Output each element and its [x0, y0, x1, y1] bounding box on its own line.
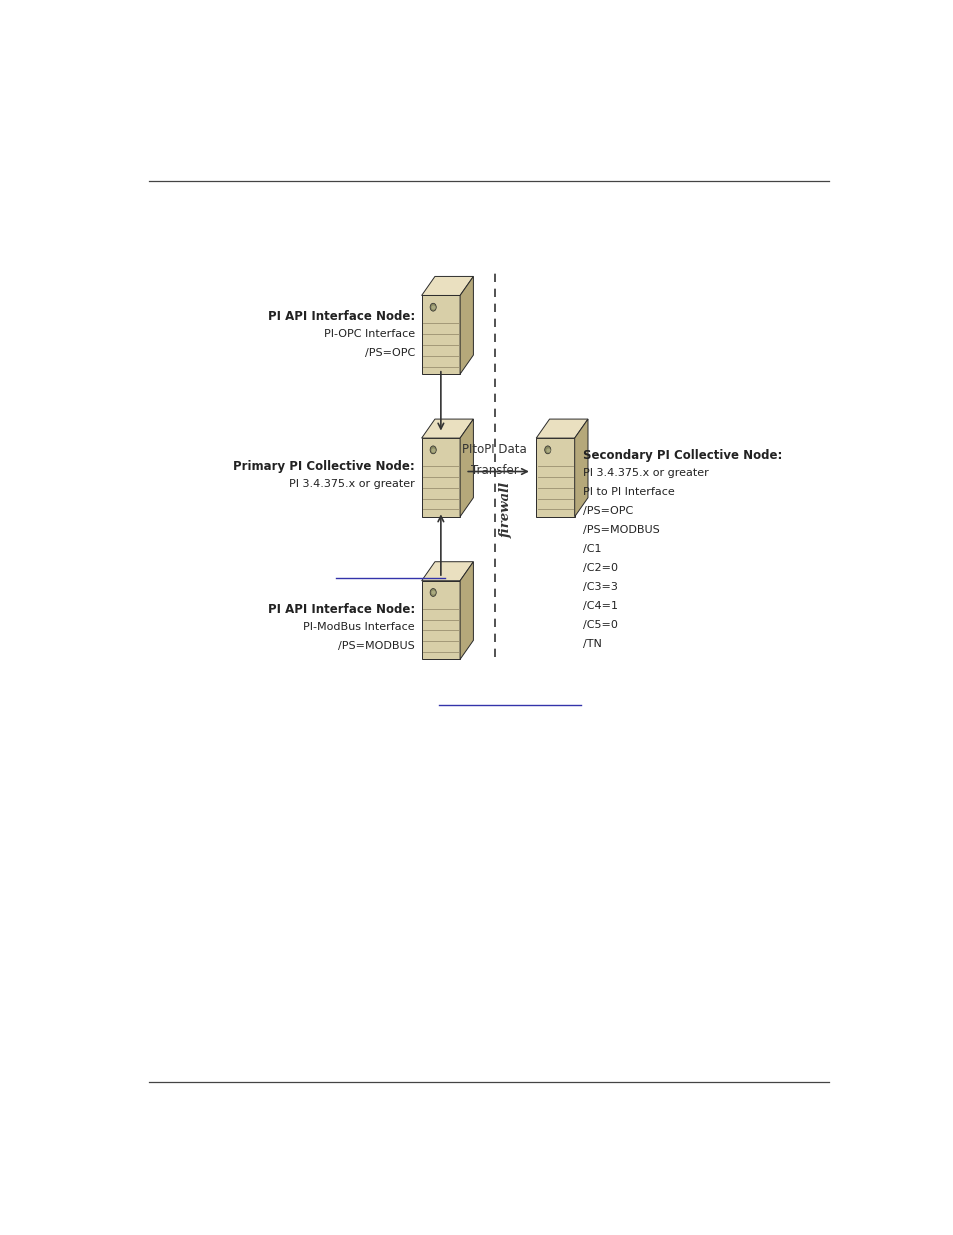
Polygon shape: [459, 277, 473, 374]
Text: PI-OPC Interface: PI-OPC Interface: [323, 329, 415, 338]
Text: Transfer: Transfer: [471, 464, 518, 477]
Circle shape: [544, 446, 550, 453]
Text: PI API Interface Node:: PI API Interface Node:: [268, 310, 415, 322]
Polygon shape: [421, 562, 473, 580]
Text: PI to PI Interface: PI to PI Interface: [582, 487, 674, 496]
Circle shape: [430, 446, 436, 453]
Circle shape: [430, 589, 436, 597]
Polygon shape: [421, 580, 459, 659]
Text: /PS=MODBUS: /PS=MODBUS: [338, 641, 415, 651]
Text: /TN: /TN: [582, 638, 601, 648]
Polygon shape: [574, 419, 587, 516]
Text: /C3=3: /C3=3: [582, 582, 617, 592]
Text: PItoPI Data: PItoPI Data: [462, 443, 527, 456]
Text: firewall: firewall: [499, 482, 513, 537]
Polygon shape: [459, 419, 473, 516]
Circle shape: [430, 304, 436, 311]
Polygon shape: [421, 277, 473, 295]
Text: /C5=0: /C5=0: [582, 620, 617, 630]
Text: Secondary PI Collective Node:: Secondary PI Collective Node:: [582, 448, 781, 462]
Text: /C1: /C1: [582, 543, 600, 553]
Text: PI-ModBus Interface: PI-ModBus Interface: [303, 621, 415, 632]
Polygon shape: [421, 438, 459, 516]
Polygon shape: [421, 419, 473, 438]
Text: /PS=OPC: /PS=OPC: [364, 348, 415, 358]
Text: /PS=MODBUS: /PS=MODBUS: [582, 525, 659, 535]
Polygon shape: [536, 419, 587, 438]
Text: PI API Interface Node:: PI API Interface Node:: [268, 603, 415, 616]
Text: PI 3.4.375.x or greater: PI 3.4.375.x or greater: [582, 468, 708, 478]
Polygon shape: [536, 438, 574, 516]
Polygon shape: [459, 562, 473, 659]
Text: /C4=1: /C4=1: [582, 601, 618, 611]
Text: PI 3.4.375.x or greater: PI 3.4.375.x or greater: [289, 479, 415, 489]
Text: /PS=OPC: /PS=OPC: [582, 506, 633, 516]
Text: Primary PI Collective Node:: Primary PI Collective Node:: [233, 461, 415, 473]
Text: /C2=0: /C2=0: [582, 563, 618, 573]
Polygon shape: [421, 295, 459, 374]
